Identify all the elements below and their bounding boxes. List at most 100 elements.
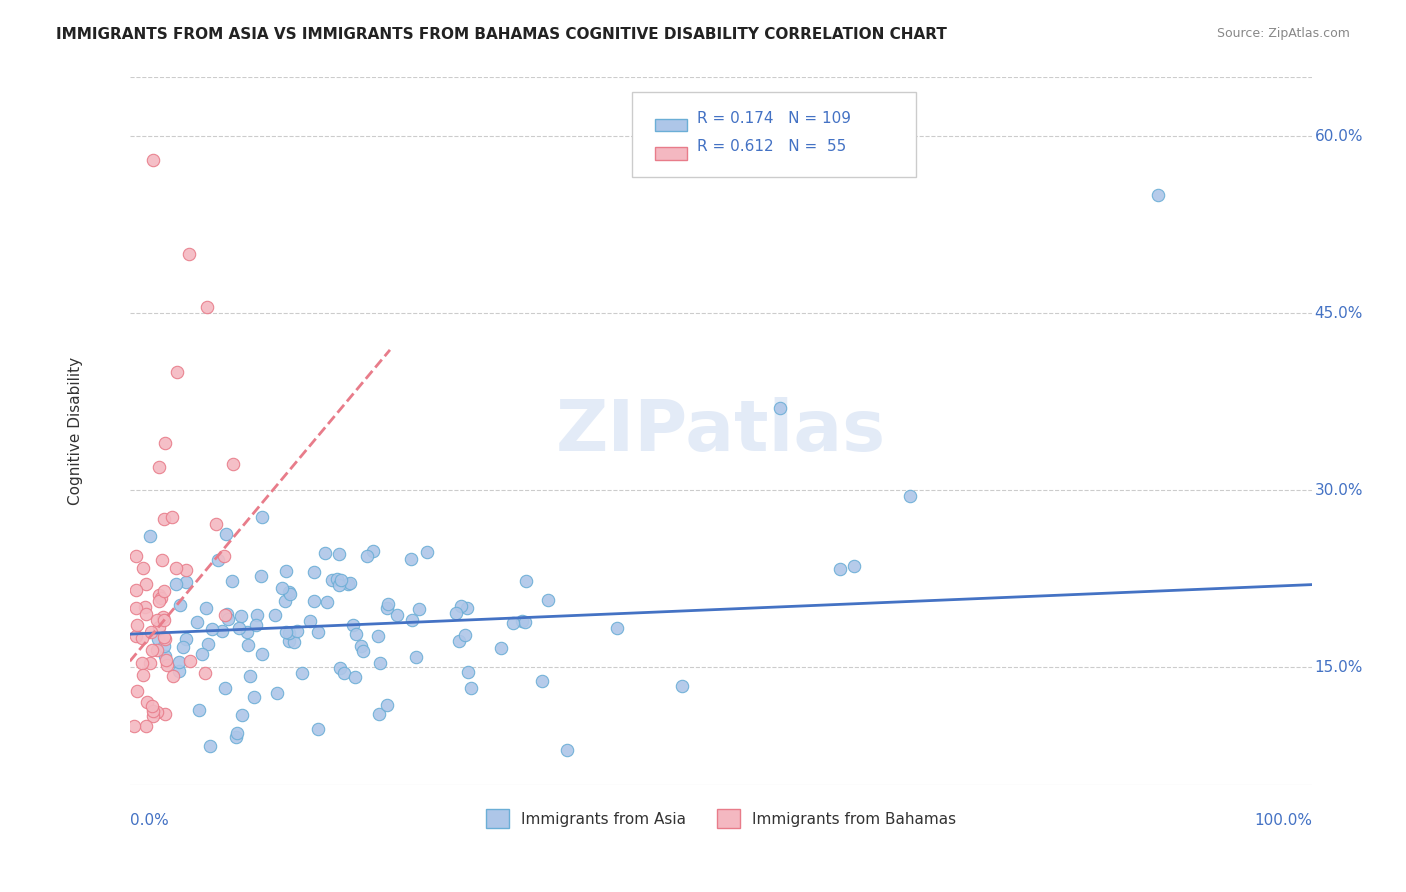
Point [153,584,176,599]
Point [125,683,148,698]
Point [285,624,308,638]
Point [162,669,184,683]
Point [277,626,299,640]
Point [169,598,191,612]
Point [460,681,482,695]
Point [172,640,194,654]
Point [153,632,176,646]
Point [135,607,157,622]
Point [141,642,163,657]
Point [898,489,921,503]
Point [142,153,165,167]
Point [195,601,218,615]
Point [1147,188,1170,202]
Point [148,588,170,602]
Point [205,517,228,532]
Point [148,620,170,634]
Text: 15.0%: 15.0% [1315,660,1362,674]
Point [131,668,153,682]
Point [217,611,239,625]
Point [606,621,628,635]
Point [236,624,259,639]
Point [264,607,287,622]
Point [134,600,156,615]
Point [165,576,187,591]
Point [447,633,470,648]
Point [321,573,343,587]
Point [177,247,200,261]
Point [135,719,157,733]
Point [153,511,176,525]
Point [515,574,537,588]
Point [191,647,214,661]
Point [131,656,153,670]
Point [146,632,169,647]
Point [399,552,422,566]
Point [153,613,176,627]
Point [155,436,177,450]
Point [167,655,190,669]
Point [367,629,389,643]
Point [148,594,170,608]
Point [298,614,321,628]
Point [513,615,536,629]
Point [146,643,169,657]
Point [450,599,472,613]
Point [555,742,578,756]
Point [842,559,865,574]
Point [198,739,221,754]
Point [228,621,250,635]
Point [142,704,165,718]
Point [277,633,299,648]
Point [283,635,305,649]
Point [328,578,350,592]
Point [222,457,245,471]
Point [250,509,273,524]
Point [215,526,238,541]
Point [274,593,297,607]
Point [231,707,253,722]
Point [246,607,269,622]
Point [125,601,148,615]
Point [330,573,353,587]
Point [344,626,367,640]
Point [329,661,352,675]
Point [307,625,329,640]
Point [217,607,239,621]
Point [408,602,430,616]
Point [266,685,288,699]
Point [377,597,399,611]
Text: 0.0%: 0.0% [129,814,169,829]
Text: 60.0%: 60.0% [1315,129,1362,144]
Text: R = 0.174   N = 109: R = 0.174 N = 109 [697,111,852,126]
Point [352,644,374,658]
Point [537,592,560,607]
Point [142,709,165,723]
Point [361,543,384,558]
Point [828,562,851,576]
FancyBboxPatch shape [633,92,917,177]
Point [131,631,153,645]
Text: 30.0%: 30.0% [1315,483,1362,498]
Point [139,529,162,543]
Point [350,639,373,653]
Point [146,613,169,627]
Point [135,695,157,709]
Point [201,623,224,637]
Point [125,629,148,643]
Point [214,681,236,695]
Point [197,637,219,651]
Point [145,705,167,719]
Point [302,565,325,579]
Point [270,581,292,595]
Point [139,656,162,670]
Point [416,545,439,559]
Point [174,574,197,589]
Point [153,640,176,654]
Point [401,613,423,627]
Point [530,673,553,688]
Point [125,549,148,563]
Point [489,640,512,655]
Point [155,648,177,663]
Point [124,719,146,733]
